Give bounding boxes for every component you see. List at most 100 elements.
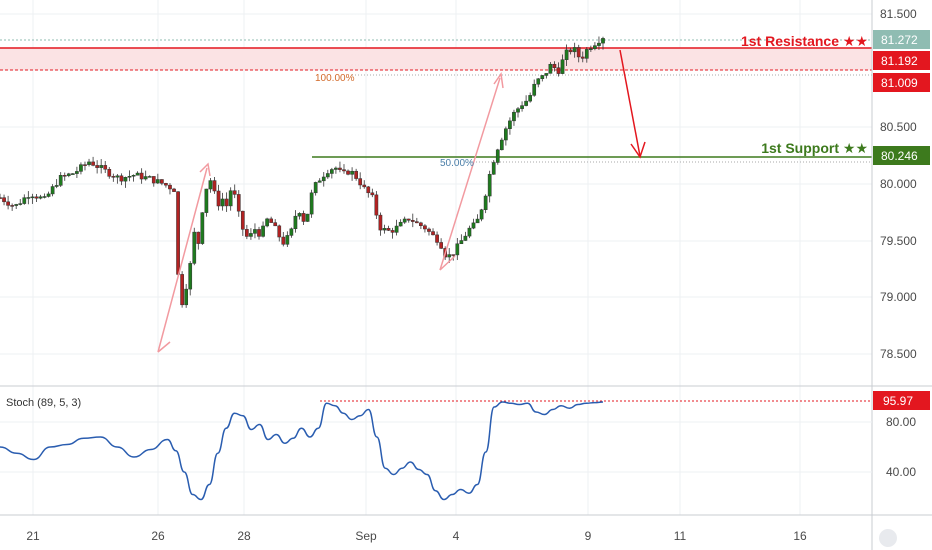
candle-body	[18, 203, 23, 205]
fib-100-label: 100.00%	[315, 73, 355, 84]
y-tick-79000: 79.000	[880, 290, 917, 304]
candle-body	[338, 167, 342, 170]
candle-body	[463, 235, 468, 241]
candle-body	[0, 197, 2, 199]
candle-body	[87, 161, 91, 165]
candle-body	[249, 233, 253, 237]
candle-body	[168, 184, 172, 190]
x-tick-9: 9	[585, 529, 592, 543]
candle-body	[212, 180, 217, 192]
candle-body	[321, 176, 326, 182]
candle-body	[366, 186, 371, 194]
candle-body	[135, 172, 140, 176]
candle-body	[176, 191, 180, 275]
candle-body	[297, 213, 302, 217]
y-axis-ticks: 81.500 80.500 80.000 79.500 79.000 78.50…	[880, 7, 917, 479]
candle-body	[79, 164, 83, 172]
candle-body	[245, 229, 249, 237]
candle-body	[459, 240, 464, 245]
candle-body	[548, 63, 553, 74]
candle-body	[362, 184, 367, 188]
projection-arrow	[619, 49, 646, 159]
candle-body	[508, 120, 512, 129]
candle-body	[593, 45, 597, 49]
candle-body	[330, 169, 334, 174]
stoch-title: Stoch (89, 5, 3)	[6, 397, 81, 409]
candle-body	[139, 172, 144, 180]
candle-body	[394, 225, 399, 233]
candle-body	[499, 139, 504, 151]
candle-body	[83, 164, 87, 166]
trend-arrow-2-base	[439, 255, 456, 271]
candle-body	[204, 188, 209, 213]
candle-body	[419, 222, 423, 226]
y-tick-80000: 80.000	[880, 177, 917, 191]
candle-body	[350, 170, 354, 175]
candle-body	[172, 188, 176, 192]
candle-body	[370, 192, 375, 196]
candle-body	[576, 47, 581, 58]
candle-body	[208, 180, 213, 190]
candle-body	[293, 215, 298, 230]
candle-body	[398, 221, 403, 227]
x-tick-11: 11	[674, 529, 687, 543]
candle-body	[524, 100, 528, 106]
candle-body	[427, 228, 431, 232]
candle-body	[346, 170, 350, 175]
candle-body	[155, 179, 160, 184]
candle-body	[224, 198, 229, 207]
candle-body	[103, 165, 108, 170]
candle-body	[313, 182, 318, 194]
candle-body	[62, 175, 67, 177]
y-tick-80500: 80.500	[880, 120, 917, 134]
candle-body	[301, 213, 306, 222]
candle-body	[236, 194, 241, 212]
candle-body	[200, 212, 205, 244]
candle-body	[265, 218, 269, 227]
candle-body	[532, 83, 537, 96]
candle-body	[66, 173, 71, 176]
candle-body	[240, 210, 245, 230]
candle-body	[188, 263, 193, 290]
candle-body	[75, 171, 79, 174]
candle-body	[115, 175, 120, 178]
candle-body	[536, 78, 541, 85]
badge-support	[873, 146, 930, 165]
candle-body	[512, 111, 516, 122]
candle-body	[455, 243, 460, 256]
candle-body	[374, 194, 379, 216]
candle-body	[402, 218, 407, 223]
candle-body	[216, 190, 221, 207]
candle-body	[232, 190, 237, 195]
x-tick-21: 21	[26, 529, 40, 543]
candle-body	[91, 161, 95, 166]
candle-body	[160, 179, 164, 184]
candle-body	[2, 197, 6, 203]
candle-body	[358, 178, 363, 186]
candle-body	[471, 222, 476, 229]
candles	[0, 36, 605, 308]
candle-body	[504, 128, 508, 141]
candle-body	[382, 228, 387, 231]
candle-body	[325, 173, 330, 178]
candle-body	[520, 105, 524, 109]
x-tick-4: 4	[453, 529, 460, 543]
candle-body	[180, 274, 184, 306]
candle-body	[6, 201, 10, 206]
candle-body	[281, 236, 286, 245]
candle-body	[390, 230, 395, 233]
stoch-line	[0, 401, 604, 501]
stoch-tick-80: 80.00	[886, 415, 916, 429]
candle-body	[261, 225, 265, 237]
candle-body	[196, 231, 201, 244]
candle-body	[564, 49, 569, 60]
candle-body	[50, 186, 55, 195]
candle-body	[435, 234, 439, 243]
candle-body	[147, 176, 152, 178]
candle-body	[54, 185, 59, 187]
candle-body	[354, 170, 358, 179]
candle-body	[487, 174, 492, 197]
resistance-zone	[0, 48, 872, 70]
